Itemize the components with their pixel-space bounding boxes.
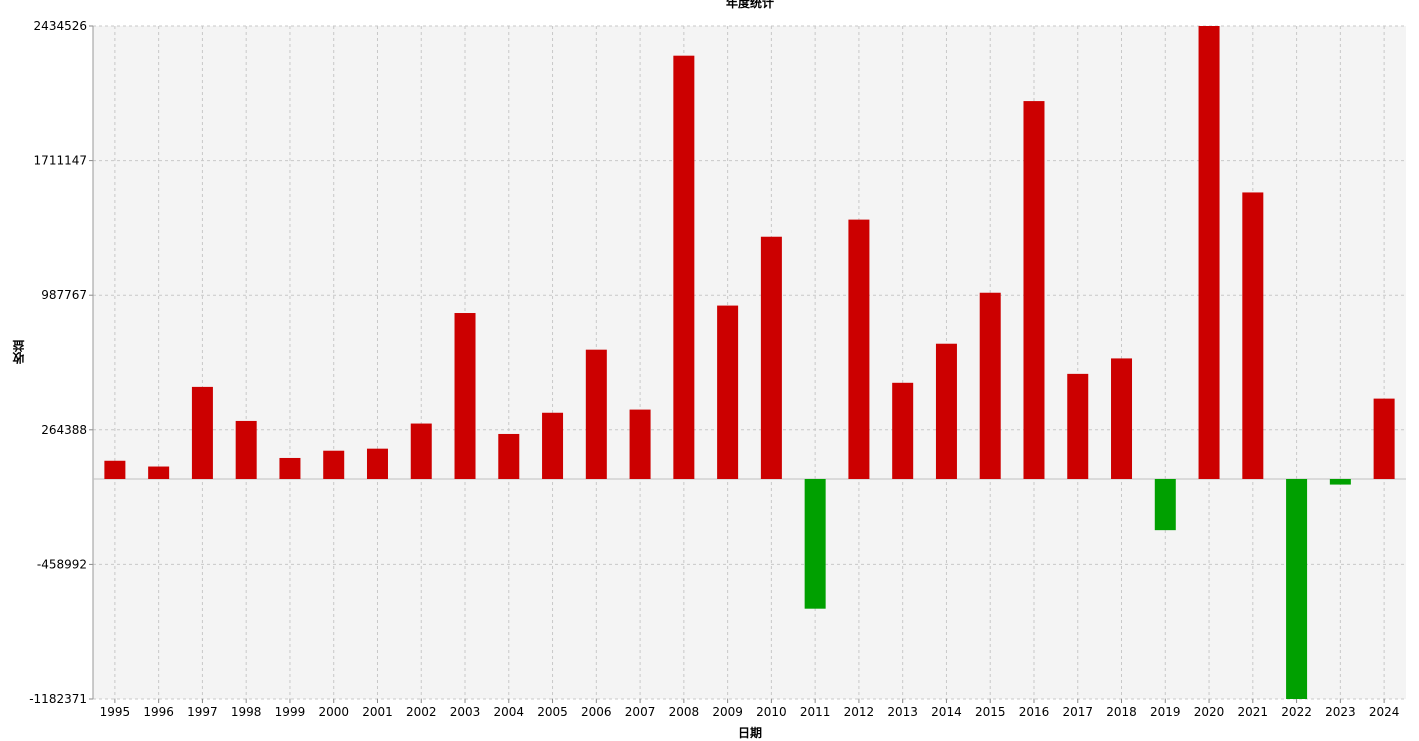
bar-1996	[148, 466, 170, 479]
plot-area	[93, 26, 1406, 699]
y-tick-label: -458992	[37, 557, 87, 571]
x-tick-label: 2011	[800, 705, 831, 719]
bar-1998	[235, 420, 257, 479]
x-tick-label: 2015	[975, 705, 1006, 719]
bar-2009	[717, 305, 739, 479]
x-tick-label: 2002	[406, 705, 437, 719]
x-tick-label: 2008	[669, 705, 700, 719]
bar-2012	[848, 219, 870, 479]
x-tick-label: 2003	[450, 705, 481, 719]
x-tick-label: 2021	[1238, 705, 1269, 719]
x-tick-label: 2018	[1106, 705, 1137, 719]
bar-2021	[1242, 192, 1264, 479]
bar-2022	[1286, 478, 1308, 699]
x-tick-label: 1997	[187, 705, 218, 719]
x-tick-label: 2001	[362, 705, 393, 719]
bar-2001	[366, 448, 388, 479]
bar-1997	[191, 386, 213, 479]
y-tick-label: -1182371	[29, 692, 87, 706]
y-tick-label: 2434526	[34, 19, 87, 33]
bar-2010	[760, 236, 782, 479]
bar-2015	[979, 292, 1001, 479]
y-tick-label: 264388	[41, 423, 87, 437]
x-tick-label: 1996	[143, 705, 174, 719]
bar-2016	[1023, 101, 1045, 479]
bar-2002	[410, 423, 432, 479]
bar-2020	[1198, 26, 1220, 479]
x-tick-label: 2004	[494, 705, 525, 719]
x-tick-label: 2000	[318, 705, 349, 719]
bar-2017	[1067, 373, 1089, 479]
y-tick-label: 987767	[41, 288, 87, 302]
y-tick-label: 1711147	[34, 154, 87, 168]
x-tick-label: 2005	[537, 705, 568, 719]
bar-1999	[279, 457, 301, 479]
bar-2011	[804, 478, 826, 609]
x-tick-label: 2023	[1325, 705, 1356, 719]
bar-2003	[454, 313, 476, 479]
x-tick-label: 2012	[844, 705, 875, 719]
x-tick-label: 2016	[1019, 705, 1050, 719]
x-tick-label: 2020	[1194, 705, 1225, 719]
bar-2005	[542, 412, 564, 479]
x-tick-label: 2017	[1062, 705, 1093, 719]
x-tick-label: 2006	[581, 705, 612, 719]
bar-1995	[104, 460, 126, 479]
x-tick-label: 2019	[1150, 705, 1181, 719]
bar-2023	[1329, 478, 1351, 485]
x-tick-label: 2014	[931, 705, 962, 719]
bar-2004	[498, 433, 520, 479]
bar-2013	[892, 382, 914, 479]
x-tick-label: 2013	[887, 705, 918, 719]
bar-2018	[1111, 358, 1133, 479]
x-tick-label: 2024	[1369, 705, 1400, 719]
bar-2024	[1373, 398, 1395, 479]
x-tick-label: 1998	[231, 705, 262, 719]
x-tick-label: 1995	[100, 705, 131, 719]
chart-title: 年度统计	[725, 0, 774, 10]
x-tick-label: 1999	[275, 705, 306, 719]
bar-2008	[673, 55, 695, 479]
x-tick-label: 2010	[756, 705, 787, 719]
x-tick-label: 2009	[712, 705, 743, 719]
bar-2006	[585, 349, 607, 479]
bar-2007	[629, 409, 651, 479]
x-tick-label: 2022	[1281, 705, 1312, 719]
x-tick-label: 2007	[625, 705, 656, 719]
bar-2000	[323, 450, 345, 479]
bar-2019	[1154, 478, 1176, 531]
bar-2014	[935, 343, 957, 479]
